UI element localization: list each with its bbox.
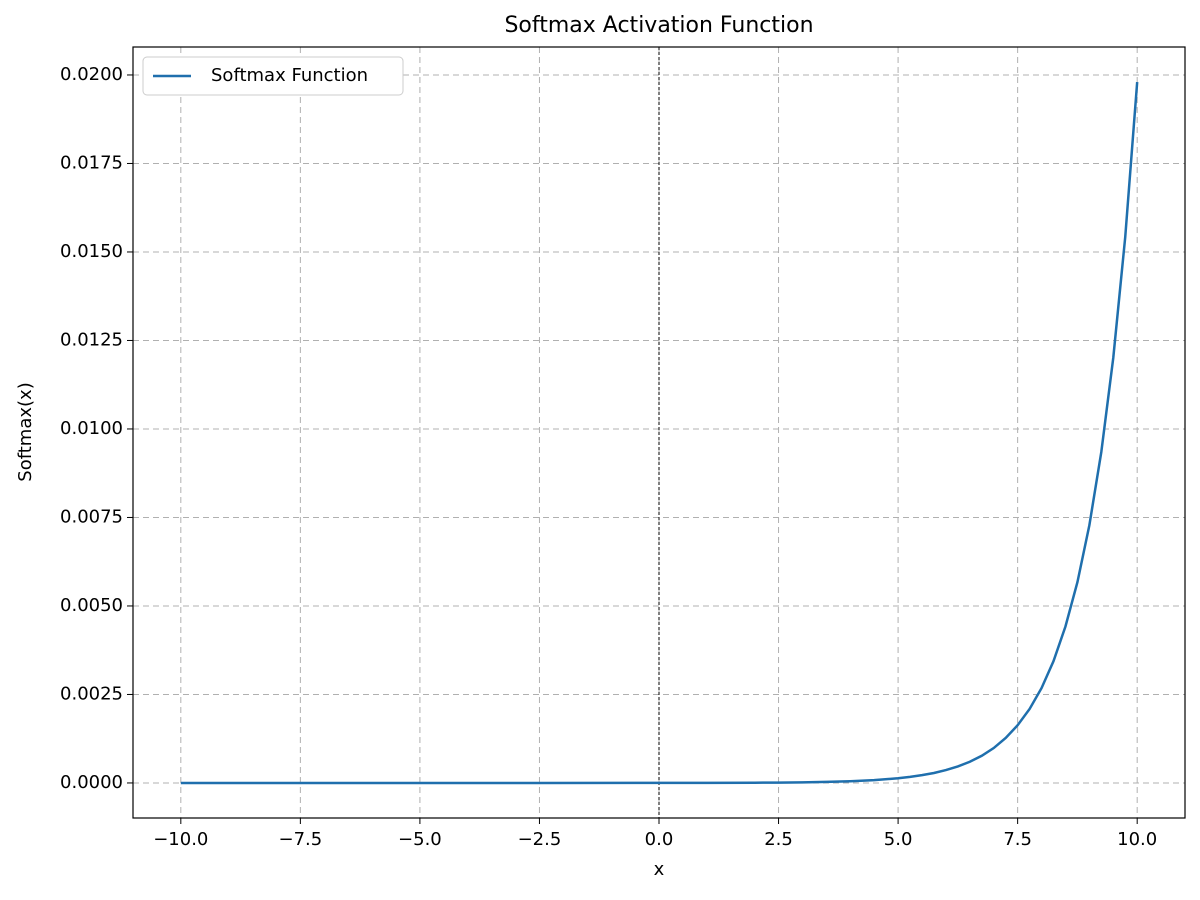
x-tick-label: 7.5 [1003,829,1032,850]
x-tick-label: −5.0 [398,829,442,850]
data-line [180,81,1139,785]
y-tick-label: 0.0075 [60,506,123,527]
x-tick-label: −10.0 [153,829,208,850]
y-tick-label: 0.0200 [60,64,123,85]
y-tick-label: 0.0025 [60,683,123,704]
chart-title: Softmax Activation Function [504,13,813,38]
y-tick-label: 0.0125 [60,329,123,350]
y-axis-label: Softmax(x) [15,382,36,481]
x-axis-label: x [654,859,665,880]
y-tick-label: 0.0100 [60,418,123,439]
x-tick-label: 5.0 [884,829,913,850]
y-tick-label: 0.0175 [60,152,123,173]
x-tick-label: 0.0 [645,829,674,850]
legend-box [142,56,404,96]
x-tick-label: 2.5 [764,829,793,850]
y-tick-label: 0.0150 [60,241,123,262]
x-tick-label: −2.5 [518,829,562,850]
x-tick-label: 10.0 [1117,829,1157,850]
y-tick-label: 0.0050 [60,595,123,616]
legend-label: Softmax Function [211,65,368,86]
x-tick-label: −7.5 [279,829,323,850]
y-tick-label: 0.0000 [60,772,123,793]
plot-frame [132,46,1186,819]
